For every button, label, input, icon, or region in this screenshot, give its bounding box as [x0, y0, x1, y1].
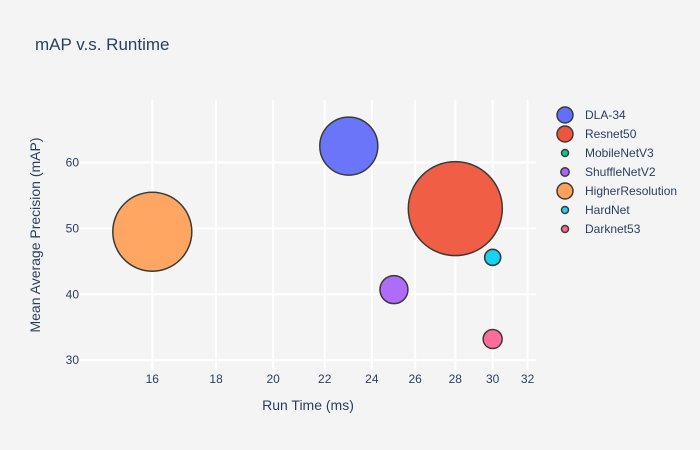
legend-marker-hardnet — [560, 205, 570, 215]
legend-marker-dla-34 — [556, 106, 574, 124]
legend-label-mobilenetv3: MobileNetV3 — [585, 146, 654, 160]
x-tick-labels: 16 18 20 22 24 26 28 30 32 — [146, 372, 535, 386]
legend-label-hardnet: HardNet — [585, 203, 630, 217]
y-tick-label: 30 — [66, 353, 80, 367]
y-tick-labels: 30 40 50 60 — [66, 156, 80, 368]
legend-label-resnet50: Resnet50 — [585, 127, 637, 141]
bubble-higherresolution — [112, 191, 193, 272]
legend-label-shufflenetv2: ShuffleNetV2 — [585, 165, 656, 179]
y-axis-title: Mean Average Precision (mAP) — [27, 137, 43, 332]
legend-label-higherresolution: HigherResolution — [585, 184, 677, 198]
x-tick-label: 20 — [266, 372, 280, 386]
y-tick-label: 40 — [66, 287, 80, 301]
x-tick-label: 22 — [318, 372, 332, 386]
y-tick-label: 60 — [66, 156, 80, 170]
x-tick-label: 32 — [521, 372, 535, 386]
x-tick-label: 28 — [449, 372, 463, 386]
y-tick-label: 50 — [66, 221, 80, 235]
x-tick-label: 24 — [365, 372, 379, 386]
legend: DLA-34 Resnet50 MobileNetV3 ShuffleNetV2 Hig… — [556, 106, 677, 236]
x-tick-label: 18 — [209, 372, 223, 386]
legend-marker-darknet53 — [560, 224, 570, 234]
legend-label-dla-34: DLA-34 — [585, 108, 626, 122]
bubble-resnet50 — [407, 160, 504, 257]
grid-lines — [80, 100, 536, 370]
x-axis-title: Run Time (ms) — [262, 397, 354, 413]
bubble-shufflenetv2 — [379, 274, 409, 305]
bubble-darknet53 — [482, 328, 503, 350]
legend-marker-mobilenetv3 — [560, 148, 570, 158]
x-tick-label: 16 — [146, 372, 160, 386]
bubble-dla-34 — [319, 116, 379, 176]
x-tick-label: 26 — [408, 372, 422, 386]
legend-label-darknet53: Darknet53 — [585, 222, 641, 236]
x-tick-label: 30 — [486, 372, 500, 386]
chart-title: mAP v.s. Runtime — [35, 35, 169, 54]
data-points — [112, 116, 504, 350]
bubble-hardnet — [483, 248, 502, 267]
legend-marker-shufflenetv2 — [560, 167, 570, 177]
legend-marker-higherresolution — [556, 182, 574, 200]
legend-marker-resnet50 — [556, 125, 574, 143]
